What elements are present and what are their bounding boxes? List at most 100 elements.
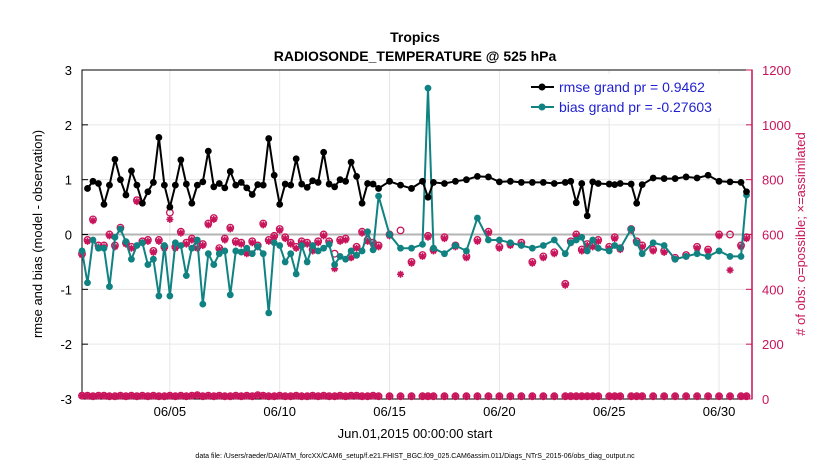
y2-tick-label: 800 bbox=[762, 173, 784, 188]
rmse-point bbox=[254, 181, 262, 189]
bias-point bbox=[561, 250, 569, 258]
obs-assimilated-point bbox=[418, 252, 426, 260]
y-tick-label: 3 bbox=[65, 63, 72, 78]
obs-near-zero-assimilated-point bbox=[561, 392, 569, 400]
rmse-point bbox=[572, 199, 580, 207]
rmse-point bbox=[117, 176, 124, 184]
rmse-point bbox=[188, 199, 196, 207]
obs-near-zero-assimilated-point bbox=[649, 392, 657, 400]
bias-point bbox=[578, 233, 586, 241]
rmse-point bbox=[292, 155, 300, 163]
obs-near-zero-assimilated-point bbox=[133, 392, 141, 400]
obs-assimilated-point bbox=[199, 241, 207, 249]
obs-series-group bbox=[78, 196, 751, 401]
obs-assimilated-point bbox=[259, 221, 267, 229]
obs-near-zero-assimilated-point bbox=[424, 392, 432, 400]
rmse-point bbox=[287, 181, 295, 189]
obs-near-zero-assimilated-point bbox=[473, 392, 481, 400]
obs-assimilated-point bbox=[397, 270, 405, 278]
bias-point bbox=[605, 247, 613, 255]
bias-point bbox=[594, 244, 602, 252]
bias-point bbox=[139, 239, 146, 247]
rmse-point bbox=[397, 181, 404, 189]
obs-near-zero-assimilated-point bbox=[358, 392, 366, 400]
bias-point bbox=[155, 292, 163, 300]
rmse-point bbox=[210, 183, 218, 191]
rmse-point bbox=[177, 156, 185, 164]
obs-assimilated-point bbox=[215, 246, 223, 254]
rmse-point bbox=[160, 181, 168, 189]
obs-assimilated-point bbox=[484, 229, 492, 237]
obs-assimilated-point bbox=[743, 235, 751, 243]
rmse-point bbox=[561, 179, 569, 186]
obs-near-zero-assimilated-point bbox=[369, 392, 377, 400]
rmse-point bbox=[331, 183, 339, 191]
obs-assimilated-point bbox=[358, 229, 366, 237]
rmse-point bbox=[325, 180, 333, 188]
rmse-point bbox=[248, 191, 256, 198]
obs-assimilated-point bbox=[232, 239, 240, 247]
bias-point bbox=[589, 236, 597, 244]
obs-near-zero-assimilated-point bbox=[627, 392, 635, 400]
rmse-point bbox=[100, 200, 108, 208]
obs-near-zero-assimilated-point bbox=[160, 392, 168, 400]
obs-assimilated-point bbox=[155, 237, 163, 245]
obs-assimilated-point bbox=[375, 243, 383, 251]
obs-near-zero-assimilated-point bbox=[484, 392, 492, 400]
bias-point bbox=[122, 238, 130, 246]
rmse-point bbox=[649, 174, 657, 182]
bias-point bbox=[100, 244, 108, 252]
rmse-point bbox=[441, 180, 448, 187]
obs-near-zero-assimilated-point bbox=[517, 392, 525, 400]
rmse-point bbox=[342, 177, 350, 185]
bias-series-group bbox=[78, 84, 750, 317]
rmse-point bbox=[682, 173, 690, 181]
obs-near-zero-assimilated-point bbox=[589, 392, 597, 400]
bias-point bbox=[474, 214, 481, 222]
bias-point bbox=[128, 255, 135, 263]
obs-near-zero-assimilated-point bbox=[204, 392, 212, 400]
bias-point bbox=[611, 242, 619, 249]
obs-assimilated-point bbox=[89, 217, 97, 225]
obs-near-zero-assimilated-point bbox=[462, 392, 470, 400]
rmse-series-group bbox=[84, 134, 750, 220]
y-tick-label: -3 bbox=[60, 392, 72, 407]
bias-point bbox=[95, 244, 102, 252]
bias-point bbox=[309, 242, 317, 249]
rmse-point bbox=[671, 175, 679, 182]
obs-near-zero-assimilated-point bbox=[638, 392, 646, 400]
bias-point bbox=[726, 253, 734, 260]
bias-point bbox=[144, 261, 152, 269]
obs-near-zero-assimilated-point bbox=[116, 392, 124, 400]
obs-near-zero-assimilated-point bbox=[144, 392, 152, 400]
obs-assimilated-point bbox=[638, 243, 646, 251]
obs-near-zero-assimilated-point bbox=[210, 392, 218, 400]
rmse-point bbox=[270, 171, 278, 179]
obs-near-zero-assimilated-point bbox=[605, 392, 613, 400]
bias-point bbox=[484, 236, 492, 244]
rmse-point bbox=[693, 174, 701, 182]
rmse-point bbox=[128, 167, 135, 175]
x-axis: 06/05 06/10 06/15 06/20 06/25 06/30 bbox=[154, 393, 735, 419]
obs-assimilated-point bbox=[704, 247, 712, 255]
obs-near-zero-assimilated-point bbox=[495, 392, 503, 400]
obs-near-zero-assimilated-point bbox=[583, 392, 591, 400]
obs-assimilated-point bbox=[347, 254, 355, 262]
obs-assimilated-point bbox=[210, 215, 218, 223]
bias-point bbox=[408, 244, 415, 252]
bias-point bbox=[369, 246, 377, 254]
rmse-point bbox=[155, 134, 163, 141]
rmse-point bbox=[605, 180, 613, 188]
rmse-point bbox=[495, 178, 503, 186]
obs-near-zero-assimilated-point bbox=[539, 392, 547, 400]
bias-point bbox=[331, 261, 339, 269]
obs-near-zero-assimilated-point bbox=[94, 392, 102, 400]
y2-tick-label: 0 bbox=[762, 392, 769, 407]
obs-near-zero-assimilated-point bbox=[287, 392, 295, 400]
bias-point bbox=[671, 255, 679, 263]
obs-near-zero-assimilated-point bbox=[177, 392, 185, 400]
bias-point bbox=[704, 253, 712, 260]
rmse-point bbox=[704, 171, 712, 179]
bias-point bbox=[149, 255, 157, 263]
rmse-point bbox=[199, 178, 207, 186]
